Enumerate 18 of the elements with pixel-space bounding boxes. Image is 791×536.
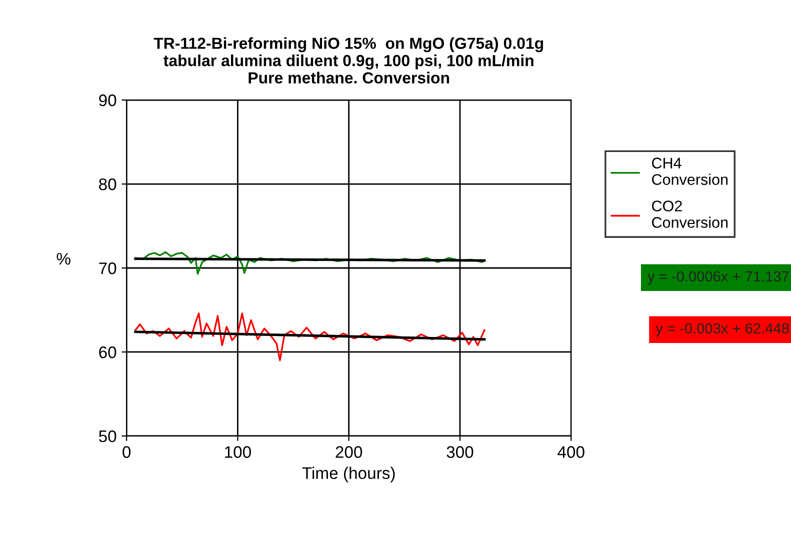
legend-label: CH4 Conversion [652, 158, 728, 185]
x-tick-label: 300 [446, 446, 474, 458]
text: y = -0.003x + 62.448 [656, 323, 789, 336]
x-tick-label: 200 [336, 446, 362, 458]
text: y = -0.0006x + 71.137 [648, 271, 789, 284]
x-tick-label: 0 [122, 446, 131, 458]
line-series [134, 312, 486, 362]
x-axis-title: Time (hours) [302, 466, 395, 482]
chart-title: TR-112-Bi-reforming NiO 15% on MgO (G75a) 0.01g tabular alumina diluent 0.9g, 100 psi, 100 mL/min Pure methane. Conversion [154, 37, 544, 84]
y-tick-label: 90 [99, 94, 116, 106]
y-tick-label: 80 [99, 178, 116, 190]
y-axis-title: % [56, 252, 70, 265]
legend-label: CO2 Conversion [652, 200, 728, 228]
x-tick-label: 400 [558, 446, 584, 458]
y-tick-label: 60 [99, 346, 116, 358]
x-tick-label: 100 [225, 446, 251, 458]
y-tick-label: 70 [99, 262, 116, 274]
y-tick-label: 50 [98, 430, 116, 442]
